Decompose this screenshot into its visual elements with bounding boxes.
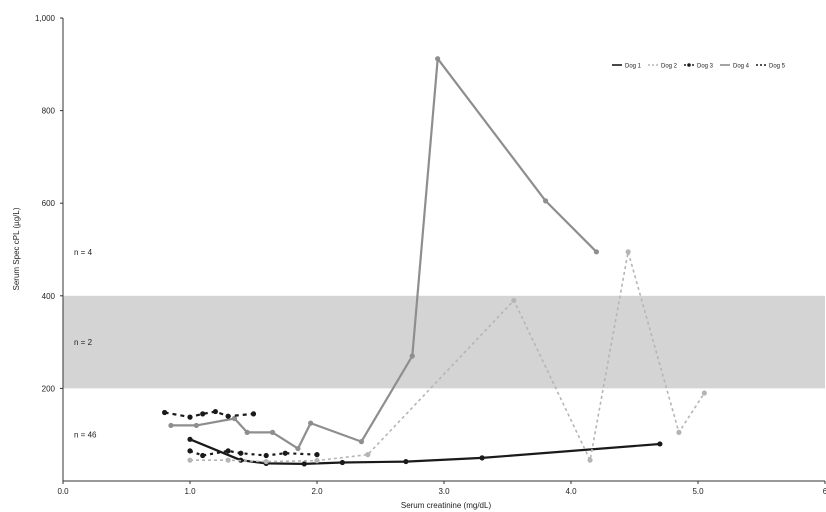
x-tick-label: 0.0 <box>57 487 69 496</box>
x-tick-labels: 0.0 1.0 2.0 3.0 4.0 5.0 6 <box>57 481 826 496</box>
y-tick-label: 1,000 <box>35 14 56 23</box>
data-point <box>282 450 288 456</box>
data-point <box>187 457 193 463</box>
series-line <box>190 251 706 463</box>
y-tick-label: 400 <box>42 292 56 301</box>
data-point <box>187 448 193 454</box>
annotations: n = 4 n = 2 n = 46 <box>74 248 97 440</box>
axes <box>62 18 825 482</box>
y-tick-label: 200 <box>42 384 56 393</box>
data-point <box>263 458 269 465</box>
x-tick-label: 3.0 <box>438 487 450 496</box>
legend-label: Dog 1 <box>625 64 642 70</box>
legend-marker <box>687 63 691 67</box>
legend-label: Dog 2 <box>661 64 678 70</box>
data-point <box>314 458 320 464</box>
data-point <box>701 390 707 396</box>
legend-label: Dog 4 <box>733 64 750 70</box>
data-point <box>657 441 663 447</box>
x-tick-label: 4.0 <box>565 487 577 496</box>
data-point <box>244 429 250 435</box>
data-point <box>269 429 276 435</box>
y-axis-title: Serum Spec cPL (µg/L) <box>12 207 21 290</box>
y-tick-label: 600 <box>42 199 56 208</box>
legend-label: Dog 3 <box>697 64 714 70</box>
series-line <box>170 57 598 450</box>
reference-band <box>63 295 825 389</box>
data-point <box>409 353 415 359</box>
data-point <box>187 414 193 420</box>
data-point <box>314 452 320 458</box>
data-point <box>295 445 301 452</box>
data-point <box>301 461 307 467</box>
data-point <box>593 249 600 255</box>
data-point <box>587 457 593 463</box>
annotation-label: n = 2 <box>74 338 93 347</box>
data-point <box>676 429 682 435</box>
data-point <box>231 415 238 422</box>
data-point <box>358 439 365 445</box>
data-point <box>511 297 517 304</box>
data-point <box>225 448 231 454</box>
x-tick-label: 2.0 <box>311 487 323 496</box>
y-tick-label: 800 <box>42 107 56 116</box>
data-point <box>238 450 244 456</box>
series-dog-4 <box>168 56 600 452</box>
series-lines <box>162 56 707 467</box>
data-point <box>263 452 269 459</box>
x-axis-title: Serum creatinine (mg/dL) <box>401 501 492 510</box>
data-point <box>200 411 206 417</box>
series-dog-2 <box>187 249 707 465</box>
x-tick-label: 6 <box>823 487 826 496</box>
data-point <box>193 422 199 429</box>
data-point <box>308 420 314 426</box>
data-point <box>162 409 168 416</box>
series-dog-3 <box>187 448 320 459</box>
data-point <box>200 452 206 459</box>
data-point <box>435 56 441 62</box>
data-point <box>403 458 409 465</box>
data-point <box>625 249 631 255</box>
data-point <box>339 459 345 466</box>
legend-label: Dog 5 <box>769 64 786 70</box>
y-tick-labels: 200 400 600 800 1,000 <box>35 14 63 393</box>
series-line <box>189 449 318 457</box>
data-point <box>212 408 218 415</box>
annotation-label: n = 46 <box>74 431 97 440</box>
data-point <box>250 411 257 417</box>
annotation-label: n = 4 <box>74 248 93 257</box>
data-point <box>168 422 174 429</box>
legend: Dog 1 Dog 2 Dog 3 Dog 4 Dog 5 <box>612 63 786 70</box>
x-tick-label: 5.0 <box>692 487 704 496</box>
data-point <box>187 436 193 442</box>
series-line <box>164 410 254 419</box>
series-dog-5 <box>162 408 257 420</box>
data-point <box>225 413 231 419</box>
data-point <box>479 455 485 461</box>
x-tick-label: 1.0 <box>184 487 196 496</box>
reference-band-layer <box>63 295 825 389</box>
data-point <box>365 452 371 458</box>
data-point <box>543 198 549 204</box>
data-point <box>225 457 231 463</box>
